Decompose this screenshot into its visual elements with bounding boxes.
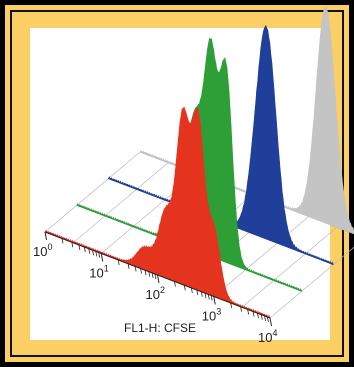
x-major-tick — [100, 253, 104, 262]
x-minor-tick — [247, 309, 250, 315]
grid-rung-line — [213, 216, 309, 297]
x-minor-tick — [78, 244, 81, 251]
inner-border — [10, 10, 344, 357]
x-minor-tick — [127, 263, 130, 269]
grid-rung-line — [44, 151, 141, 233]
x-major-tick — [44, 231, 47, 241]
x-minor-tick — [240, 306, 242, 312]
x-minor-tick — [83, 246, 86, 253]
x-minor-tick — [98, 252, 101, 258]
x-minor-tick — [140, 268, 142, 274]
x-minor-tick — [230, 302, 233, 309]
x-minor-tick — [144, 270, 147, 276]
x-minor-tick — [61, 238, 64, 244]
x-minor-tick — [183, 285, 186, 291]
histogram-series — [44, 5, 354, 319]
x-tick-label: 104 — [258, 328, 277, 345]
x-minor-tick — [154, 273, 157, 280]
x-minor-tick — [252, 311, 255, 317]
x-minor-tick — [174, 281, 176, 287]
x-minor-tick — [264, 315, 266, 321]
x-minor-tick — [257, 313, 259, 319]
x-major-tick — [157, 274, 160, 284]
grid-rung-line — [72, 162, 169, 244]
grid-rung-line — [241, 226, 338, 308]
x-minor-tick — [88, 248, 91, 254]
x-axis-title: FL1-H: CFSE — [124, 321, 196, 335]
x-minor-tick — [267, 316, 269, 323]
x-minor-tick — [200, 291, 203, 297]
x-minor-tick — [207, 294, 210, 300]
x-minor-tick — [151, 272, 154, 278]
x-minor-tick — [95, 251, 98, 257]
x-minor-tick — [134, 266, 137, 272]
x-minor-tick — [190, 287, 193, 294]
x-minor-tick — [117, 259, 120, 266]
x-minor-tick — [204, 293, 207, 299]
grid-rung-line — [269, 246, 354, 319]
x-major-tick — [269, 317, 272, 327]
x-minor-tick — [71, 242, 74, 248]
x-major-tick — [213, 296, 216, 305]
x-minor-tick — [196, 289, 199, 296]
x-minor-tick — [148, 271, 151, 277]
x-minor-tick — [210, 295, 213, 301]
x-minor-tick — [92, 250, 94, 256]
x-minor-tick — [260, 314, 263, 320]
